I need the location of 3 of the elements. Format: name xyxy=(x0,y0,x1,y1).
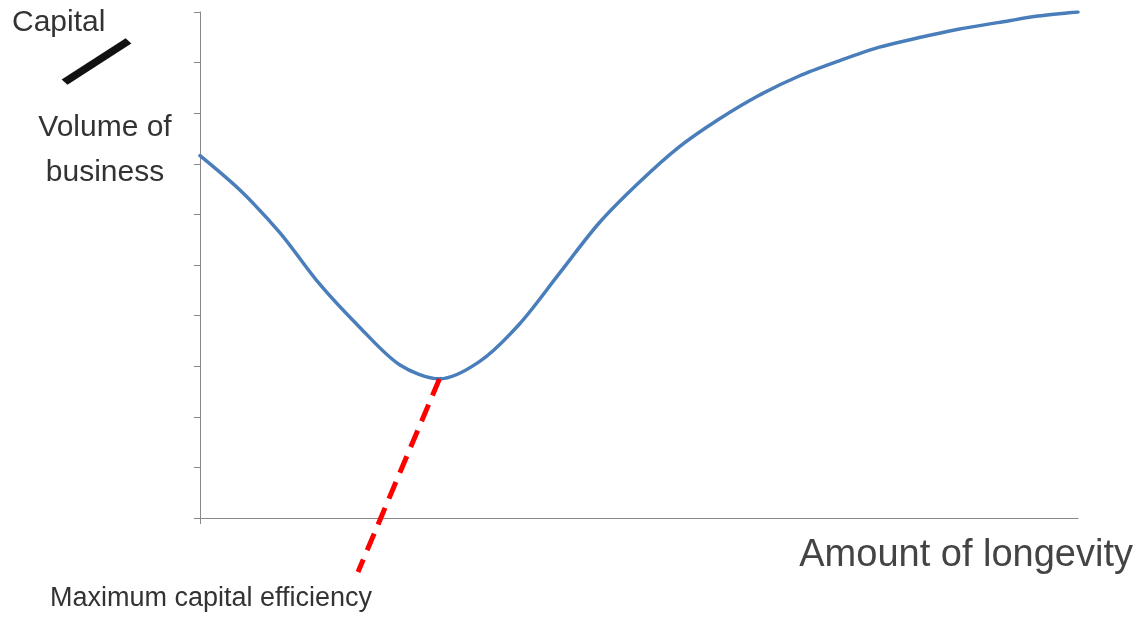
text: Maximum capital efficiency xyxy=(50,582,373,613)
y-axis-title: Capital / Volume of business xyxy=(12,4,173,189)
x-axis-title: Amount of longevity xyxy=(799,532,1133,575)
